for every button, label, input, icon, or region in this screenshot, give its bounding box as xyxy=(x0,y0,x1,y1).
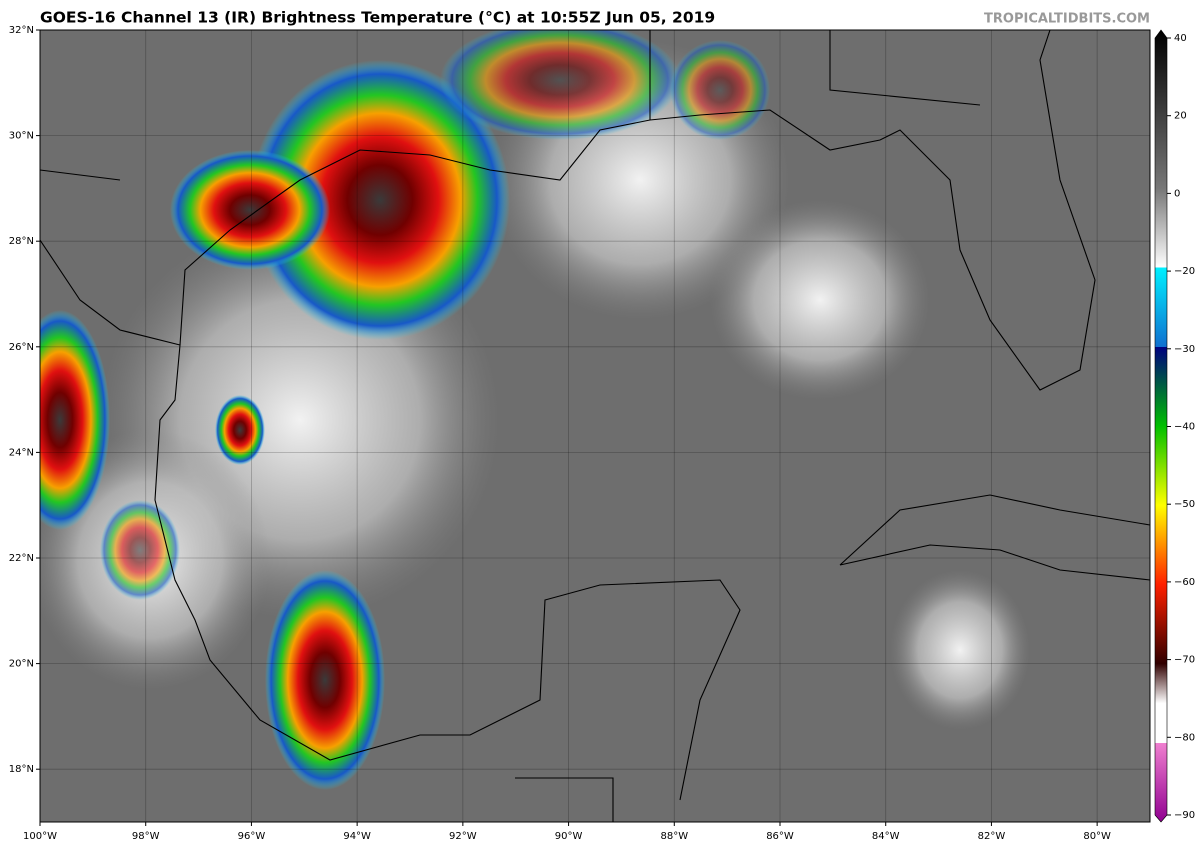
map-imagery xyxy=(40,30,1150,822)
lat-label: 26°N xyxy=(9,342,34,353)
title: GOES-16 Channel 13 (IR) Brightness Tempe… xyxy=(40,9,715,27)
storm-cell xyxy=(170,150,330,270)
storm-cell xyxy=(215,395,265,465)
map-frame xyxy=(39,29,1151,823)
colorbar-label: −50 xyxy=(1174,499,1195,510)
lat-label: 30°N xyxy=(9,131,34,142)
storm-cell xyxy=(440,30,680,140)
lon-label: 98°W xyxy=(132,831,160,842)
lon-label: 86°W xyxy=(766,831,794,842)
storm-cell xyxy=(265,570,385,790)
colorbar-label: −80 xyxy=(1174,732,1195,743)
coastline xyxy=(40,239,741,801)
coastline xyxy=(839,494,1150,581)
labels: 100°W 98°W 96°W 94°W 92°W 90°W 88°W 86°W 84°W 82°… xyxy=(9,25,1195,842)
lon-label: 92°W xyxy=(449,831,477,842)
colorbar xyxy=(1154,29,1168,823)
colorbar-label: −30 xyxy=(1174,344,1195,355)
lat-label: 28°N xyxy=(9,236,34,247)
cloud-field xyxy=(710,200,930,400)
lon-label: 80°W xyxy=(1083,831,1111,842)
lon-label: 84°W xyxy=(872,831,900,842)
lon-label: 88°W xyxy=(660,831,688,842)
lon-label: 96°W xyxy=(238,831,266,842)
colorbar-label: −70 xyxy=(1174,655,1195,666)
border xyxy=(40,30,981,822)
storm-cell xyxy=(250,60,510,340)
watermark: TROPICALTIDBITS.COM xyxy=(984,12,1150,27)
colorbar-label: −60 xyxy=(1174,577,1195,588)
graticule xyxy=(40,30,1150,822)
lon-label: 94°W xyxy=(343,831,371,842)
colorbar-label: 20 xyxy=(1174,111,1187,122)
lat-label: 20°N xyxy=(9,659,34,670)
coastline xyxy=(179,30,1096,391)
storm-cell xyxy=(100,500,180,600)
lat-label: 18°N xyxy=(9,764,34,775)
storm-cell xyxy=(40,310,110,530)
lon-label: 90°W xyxy=(555,831,583,842)
lat-label: 24°N xyxy=(9,447,34,458)
lat-label: 32°N xyxy=(9,25,34,36)
cloud-field xyxy=(890,570,1030,730)
lon-label: 100°W xyxy=(23,831,57,842)
colorbar-label: −40 xyxy=(1174,422,1195,433)
colorbar-label: −90 xyxy=(1174,810,1195,821)
colorbar-label: 40 xyxy=(1174,33,1187,44)
lat-label: 22°N xyxy=(9,553,34,564)
colorbar-label: 0 xyxy=(1174,188,1180,199)
lon-label: 82°W xyxy=(978,831,1006,842)
colorbar-label: −20 xyxy=(1174,266,1195,277)
storm-cell xyxy=(670,40,770,140)
